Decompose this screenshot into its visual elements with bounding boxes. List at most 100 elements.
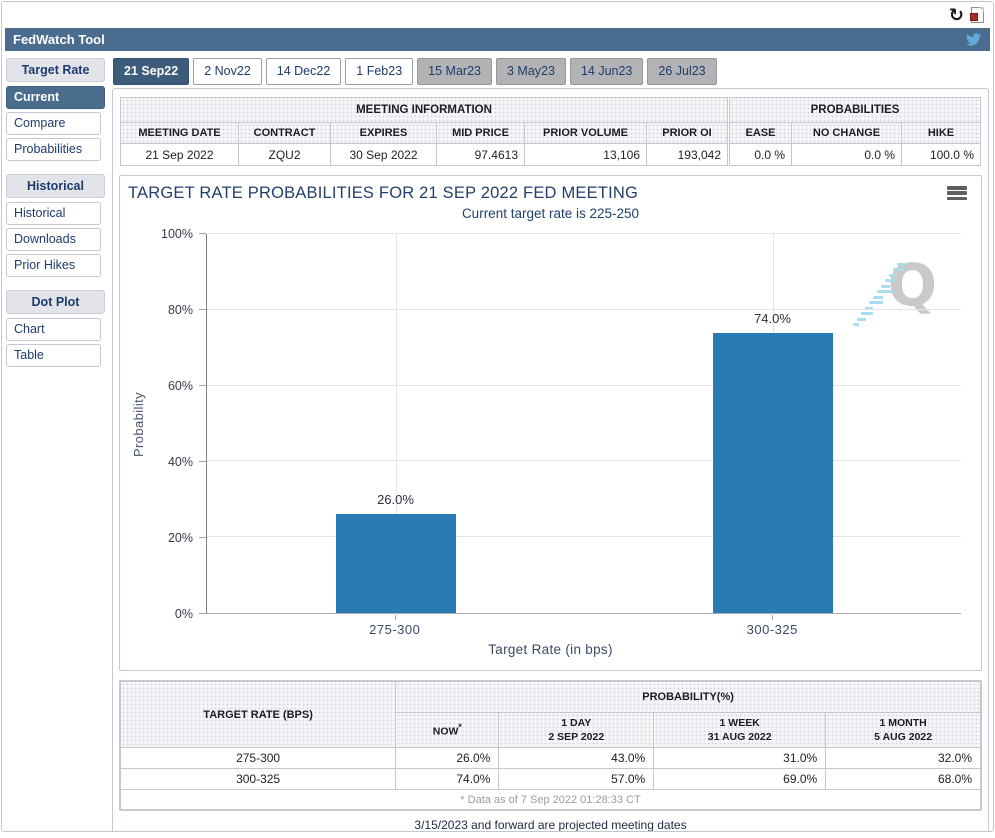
meeting-information-table: MEETING INFORMATION MEETING DATE CONTRAC…: [120, 97, 728, 166]
sidebar-item-downloads[interactable]: Downloads: [6, 228, 101, 251]
table-row-275-300: 275-300 26.0% 43.0% 31.0% 32.0%: [119, 747, 981, 769]
col-header-expires: EXPIRES: [330, 122, 437, 144]
hike-value: 100.0 %: [901, 143, 981, 166]
tab-1-feb23[interactable]: 1 Feb23: [345, 58, 414, 85]
col-header-1-week: 1 WEEK 31 AUG 2022: [653, 712, 827, 748]
info-tables-row: MEETING INFORMATION MEETING DATE CONTRAC…: [120, 97, 981, 166]
watermark-dash: [885, 279, 898, 282]
x-axis-tick: [394, 615, 396, 620]
y-axis-tick-label: 100%: [161, 227, 193, 241]
y-axis-tick-label: 80%: [167, 303, 193, 317]
y-axis-tick: [199, 233, 206, 234]
week-cell: 31.0%: [653, 747, 827, 769]
chart-gridline: [207, 460, 961, 462]
col-header-prior-oi: PRIOR OI: [646, 122, 728, 144]
now-cell: 26.0%: [395, 747, 500, 769]
col-header-contract: CONTRACT: [238, 122, 331, 144]
sidebar-section-dot-plot: Dot Plot Chart Table: [6, 290, 105, 367]
tab-15-mar23[interactable]: 15 Mar23: [417, 58, 492, 85]
chart-gridline: [207, 536, 961, 538]
x-axis-category-label: 300-325: [746, 622, 798, 637]
day-cell: 57.0%: [498, 768, 655, 790]
watermark-dash: [897, 262, 905, 266]
prior-volume-value: 13,106: [524, 143, 647, 166]
day-cell: 43.0%: [498, 747, 655, 769]
week-cell: 69.0%: [653, 768, 827, 790]
tab-14-jun23[interactable]: 14 Jun23: [569, 58, 644, 85]
x-axis-title: Target Rate (in bps): [488, 642, 613, 657]
y-axis-tick-label: 40%: [167, 455, 193, 469]
sidebar-item-historical[interactable]: Historical: [6, 202, 101, 225]
sidebar-item-table[interactable]: Table: [6, 344, 101, 367]
probability-table: TARGET RATE (BPS) PROBABILITY(%) NOW* 1 …: [119, 681, 981, 810]
month-cell: 68.0%: [825, 768, 981, 790]
no-change-value: 0.0 %: [791, 143, 902, 166]
watermark-dash: [869, 301, 883, 304]
x-axis-category-label: 275-300: [369, 622, 421, 637]
watermark-dash: [881, 284, 890, 288]
sidebar-header-dot-plot: Dot Plot: [6, 290, 105, 314]
chart-container: TARGET RATE PROBABILITIES FOR 21 SEP 202…: [119, 175, 982, 671]
watermark-dash: [853, 323, 859, 326]
col-header-hike: HIKE: [901, 122, 981, 144]
target-rate-cell: 275-300: [119, 747, 397, 769]
export-report-icon[interactable]: [970, 7, 984, 23]
y-axis-tick: [199, 461, 206, 462]
meeting-date-tabs: 21 Sep22 2 Nov22 14 Dec22 1 Feb23 15 Mar…: [113, 58, 989, 85]
target-rate-cell: 300-325: [119, 768, 397, 790]
col-header-mid-price: MID PRICE: [436, 122, 525, 144]
expires-value: 30 Sep 2022: [330, 143, 437, 166]
contract-value: ZQU2: [238, 143, 331, 166]
probabilities-title: PROBABILITIES: [729, 97, 981, 123]
quikstrike-q-letter: Q: [887, 251, 937, 319]
now-cell: 74.0%: [395, 768, 500, 790]
tab-14-dec22[interactable]: 14 Dec22: [265, 58, 342, 85]
watermark-dash: [861, 312, 873, 315]
col-header-1-day: 1 DAY 2 SEP 2022: [498, 712, 655, 748]
chart-menu-icon[interactable]: [947, 186, 967, 200]
watermark-dash: [893, 268, 904, 271]
watermark-dash: [865, 306, 873, 310]
chart-gridline: [207, 308, 961, 310]
chart-y-axis: 0% 20% 40% 60% 80% 100%: [128, 227, 206, 621]
watermark-dash: [857, 317, 866, 321]
watermark-dash: [873, 295, 883, 299]
sidebar-item-chart[interactable]: Chart: [6, 318, 101, 341]
chart-bar-300-325: [712, 332, 833, 613]
tab-3-may23[interactable]: 3 May23: [495, 58, 566, 85]
sidebar-header-historical: Historical: [6, 174, 105, 198]
probability-table-container: TARGET RATE (BPS) PROBABILITY(%) NOW* 1 …: [119, 680, 982, 811]
chart-header: TARGET RATE PROBABILITIES FOR 21 SEP 202…: [128, 180, 973, 206]
refresh-icon[interactable]: ↻: [948, 5, 964, 25]
y-axis-tick-label: 20%: [167, 531, 193, 545]
col-header-now: NOW*: [395, 712, 500, 748]
probabilities-summary-table: PROBABILITIES EASE NO CHANGE HIKE 0.0 % …: [729, 97, 981, 166]
chart-bar-275-300: [335, 514, 456, 613]
tab-21-sep22[interactable]: 21 Sep22: [113, 58, 190, 85]
sidebar-item-current[interactable]: Current: [6, 86, 105, 109]
chart-area: Probability 0% 20% 40% 60% 80% 100% Q 26.0% 74…: [128, 227, 973, 642]
twitter-icon[interactable]: [965, 32, 982, 47]
sidebar-item-compare[interactable]: Compare: [6, 112, 101, 135]
y-axis-tick-label: 60%: [167, 379, 193, 393]
bar-value-label: 74.0%: [754, 310, 791, 326]
sidebar-item-prior-hikes[interactable]: Prior Hikes: [6, 254, 101, 277]
mid-price-value: 97.4613: [436, 143, 525, 166]
x-axis-tick: [772, 615, 774, 620]
bar-value-label: 26.0%: [377, 492, 414, 508]
group-header-probability: PROBABILITY(%): [395, 681, 981, 713]
sidebar-item-probabilities[interactable]: Probabilities: [6, 138, 101, 161]
sidebar-section-historical: Historical Historical Downloads Prior Hi…: [6, 174, 105, 277]
tab-2-nov22[interactable]: 2 Nov22: [193, 58, 262, 85]
ease-value: 0.0 %: [729, 143, 792, 166]
prior-oi-value: 193,042: [646, 143, 728, 166]
chart-title: TARGET RATE PROBABILITIES FOR 21 SEP 202…: [128, 183, 639, 202]
tab-26-jul23[interactable]: 26 Jul23: [647, 58, 717, 85]
data-as-of-note: * Data as of 7 Sep 2022 01:28:33 CT: [120, 789, 981, 810]
chart-plot: Q 26.0% 74.0%: [206, 233, 961, 614]
projected-dates-note: 3/15/2023 and forward are projected meet…: [414, 818, 687, 832]
table-row-300-325: 300-325 74.0% 57.0% 69.0% 68.0%: [119, 768, 981, 790]
sidebar-header-target-rate: Target Rate: [6, 58, 105, 82]
sidebar: Target Rate Current Compare Probabilitie…: [6, 58, 105, 831]
col-header-1-month: 1 MONTH 5 AUG 2022: [825, 712, 981, 748]
